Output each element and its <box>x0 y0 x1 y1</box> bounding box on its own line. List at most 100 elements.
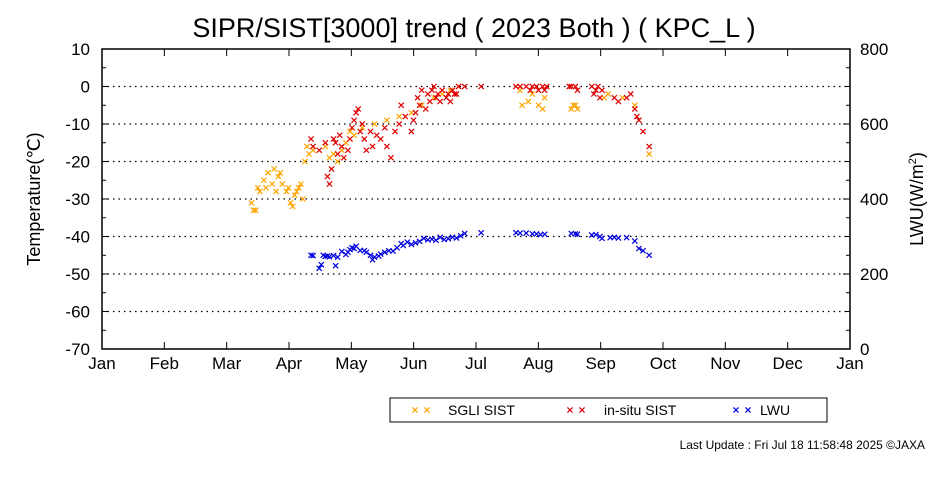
x-tick-label: Aug <box>523 354 553 373</box>
point-lwu <box>338 248 345 255</box>
point-in-situ-sist <box>348 124 356 131</box>
point-in-situ-sist <box>361 135 368 143</box>
legend: SGLI SIST in-situ SIST LWU <box>389 397 828 423</box>
y-tick-label: 10 <box>71 40 90 59</box>
x-tick-label: Sep <box>586 354 616 373</box>
legend-label-insitu: in-situ SIST <box>604 402 677 418</box>
point-sgli-sist <box>269 180 276 188</box>
point-sgli-sist <box>273 188 280 195</box>
chart-title: SIPR/SIST[3000] trend ( 2023 Both ) ( KP… <box>192 13 755 43</box>
y2-axis-label-end: ) <box>907 152 927 158</box>
point-sgli-sist <box>277 169 284 176</box>
point-in-situ-sist <box>517 83 524 90</box>
point-in-situ-sist <box>439 87 446 94</box>
point-lwu <box>367 252 374 259</box>
point-in-situ-sist <box>316 147 323 154</box>
y2-tick-label: 800 <box>860 40 888 59</box>
y-axis-label: Temperature(℃) <box>24 132 44 265</box>
point-lwu <box>310 252 317 259</box>
point-in-situ-sist <box>340 154 347 161</box>
point-sgli-sist <box>574 105 581 113</box>
point-in-situ-sist <box>381 124 388 131</box>
y-tick-label: -20 <box>65 153 90 172</box>
legend-marker <box>744 406 752 414</box>
point-lwu <box>381 249 388 256</box>
x-tick-label: Jan <box>836 354 863 373</box>
point-sgli-sist <box>303 143 310 150</box>
x-tick-label: Dec <box>773 354 804 373</box>
y2-tick-label: 600 <box>860 115 888 134</box>
point-lwu <box>371 254 378 261</box>
legend-marker <box>578 406 586 414</box>
point-sgli-sist <box>254 184 261 191</box>
point-sgli-sist <box>529 90 536 98</box>
point-in-situ-sist <box>633 113 640 120</box>
x-tick-label: Jun <box>400 354 427 373</box>
point-sgli-sist <box>283 188 290 195</box>
point-lwu <box>308 252 315 259</box>
grid <box>102 85 850 313</box>
x-tick-label: Nov <box>710 354 741 373</box>
point-sgli-sist <box>371 120 378 128</box>
point-in-situ-sist <box>332 139 339 146</box>
point-lwu <box>334 254 341 261</box>
axis-ticks <box>101 48 851 350</box>
legend-label-lwu: LWU <box>760 402 790 418</box>
point-sgli-sist <box>519 102 526 109</box>
point-in-situ-sist <box>592 87 599 94</box>
point-lwu <box>523 230 530 237</box>
y2-tick-label: 200 <box>860 265 888 284</box>
point-in-situ-sist <box>408 128 415 135</box>
point-lwu <box>592 231 599 238</box>
point-lwu <box>635 245 642 252</box>
point-in-situ-sist <box>461 83 468 90</box>
point-lwu <box>363 249 370 256</box>
x-tick-label: Apr <box>276 354 303 373</box>
point-in-situ-sist <box>418 87 425 94</box>
point-in-situ-sist <box>357 128 364 135</box>
point-sgli-sist <box>605 90 612 98</box>
point-sgli-sist <box>539 105 546 113</box>
point-in-situ-sist <box>639 128 647 135</box>
point-sgli-sist <box>299 195 306 203</box>
point-sgli-sist <box>293 188 300 195</box>
point-lwu <box>615 234 622 242</box>
point-in-situ-sist <box>631 105 638 113</box>
point-in-situ-sist <box>324 173 331 180</box>
y-tick-label: -50 <box>65 265 90 284</box>
x-axis-tick-labels: Jan Feb Mar Apr May Jun Jul Aug Sep Oct Nov Dec Jan <box>88 354 863 373</box>
point-lwu <box>517 230 524 237</box>
point-in-situ-sist <box>308 135 315 143</box>
point-in-situ-sist <box>353 109 360 116</box>
point-in-situ-sist <box>402 113 409 120</box>
point-in-situ-sist <box>572 83 579 90</box>
data-points <box>248 83 653 272</box>
y-tick-label: 0 <box>81 78 90 97</box>
point-in-situ-sist <box>428 87 435 94</box>
point-in-situ-sist <box>414 94 421 101</box>
point-sgli-sist <box>262 184 269 191</box>
legend-box <box>389 397 828 423</box>
point-lwu <box>420 235 427 242</box>
point-in-situ-sist <box>351 117 358 124</box>
point-lwu <box>318 261 325 268</box>
point-lwu <box>332 262 339 269</box>
y-tick-label: -70 <box>65 340 90 359</box>
point-sgli-sist <box>301 158 308 165</box>
y2-axis-label: LWU(W/m2) <box>907 152 927 246</box>
point-lwu <box>316 265 323 272</box>
point-in-situ-sist <box>596 94 604 101</box>
point-sgli-sist <box>287 199 294 206</box>
point-lwu <box>599 235 606 242</box>
point-sgli-sist <box>291 192 298 199</box>
point-lwu <box>445 235 452 242</box>
point-in-situ-sist <box>396 120 403 128</box>
point-in-situ-sist <box>328 165 335 173</box>
point-lwu <box>572 230 579 237</box>
point-lwu <box>574 231 581 238</box>
point-sgli-sist <box>646 150 653 158</box>
point-in-situ-sist <box>326 180 333 188</box>
point-sgli-sist <box>279 180 286 188</box>
point-sgli-sist <box>248 199 255 206</box>
point-in-situ-sist <box>369 143 376 150</box>
